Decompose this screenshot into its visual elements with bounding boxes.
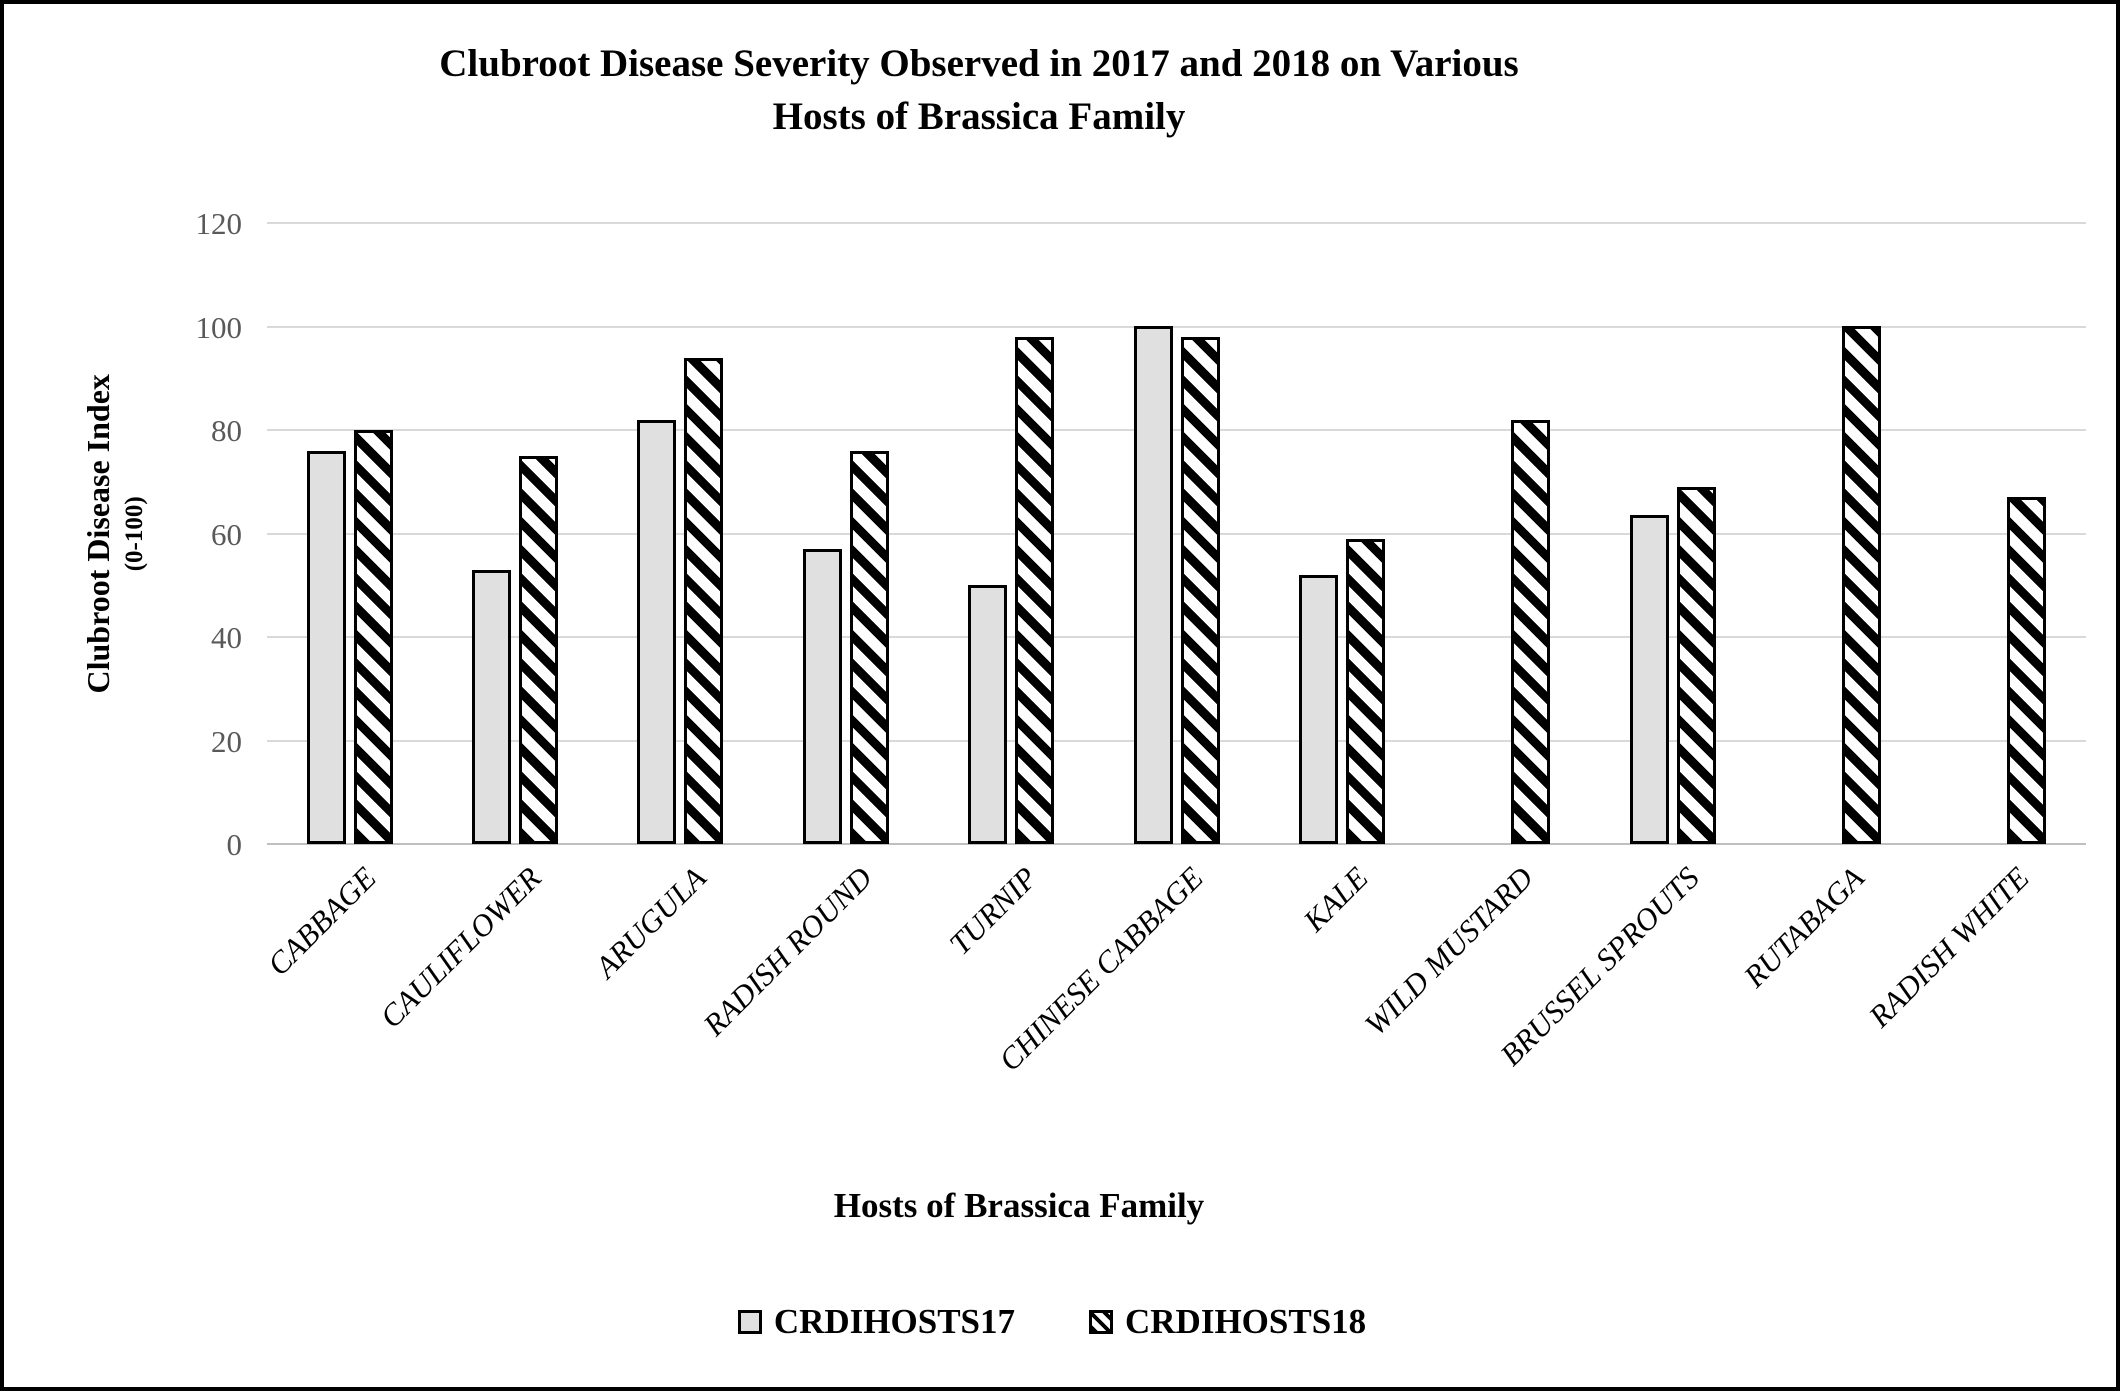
bar-crdihosts17-chinese-cabbage <box>1133 326 1173 844</box>
gridline-60 <box>267 532 2086 535</box>
gridline-40 <box>267 636 2086 638</box>
chart-title: Clubroot Disease Severity Observed in 20… <box>0 38 2039 143</box>
bar-crdihosts18-rutabaga <box>1841 326 1881 844</box>
bar-crdihosts18-radish-white <box>2007 497 2047 844</box>
bar-crdihosts18-brussel-sprouts <box>1676 487 1716 844</box>
gridline-100 <box>267 325 2086 328</box>
legend-item-crdihosts17: CRDIHOSTS17 <box>737 1302 1015 1342</box>
x-category-label-cabbage: CABBAGE <box>260 860 383 983</box>
legend: CRDIHOSTS17 CRDIHOSTS18 <box>0 1302 2112 1342</box>
bar-crdihosts18-chinese-cabbage <box>1180 337 1220 844</box>
y-tick-label-60: 60 <box>211 516 242 552</box>
bar-crdihosts17-turnip <box>968 585 1008 844</box>
chart-title-line2: Hosts of Brassica Family <box>772 94 1186 138</box>
x-category-label-wild-mustard: WILD MUSTARD <box>1357 860 1540 1043</box>
bar-crdihosts17-cauliflower <box>472 570 512 844</box>
x-category-label-cauliflower: CAULIFLOWER <box>373 860 548 1035</box>
x-category-label-turnip: TURNIP <box>942 860 1044 962</box>
bar-crdihosts18-cauliflower <box>519 456 559 844</box>
bar-crdihosts18-wild-mustard <box>1511 420 1551 844</box>
bar-crdihosts18-kale <box>1345 539 1385 844</box>
bar-crdihosts18-radish-round <box>849 451 889 844</box>
gridline-20 <box>267 739 2086 742</box>
legend-item-crdihosts18: CRDIHOSTS18 <box>1089 1302 1366 1342</box>
x-category-label-radish-round: RADISH ROUND <box>696 860 879 1043</box>
y-tick-label-120: 120 <box>195 206 243 241</box>
x-category-label-rutabaga: RUTABAGA <box>1736 860 1871 994</box>
y-tick-label-40: 40 <box>211 620 242 655</box>
bar-crdihosts17-arugula <box>637 420 677 844</box>
gridline-120 <box>267 222 2086 224</box>
bar-crdihosts17-brussel-sprouts <box>1629 515 1669 844</box>
gridline-80 <box>267 429 2086 431</box>
legend-label-crdihosts17: CRDIHOSTS17 <box>773 1302 1015 1341</box>
bar-crdihosts17-kale <box>1298 575 1338 844</box>
legend-label-crdihosts18: CRDIHOSTS18 <box>1125 1302 1367 1341</box>
y-tick-label-0: 0 <box>226 827 243 862</box>
bar-crdihosts18-cabbage <box>353 430 393 844</box>
x-category-label-arugula: ARUGULA <box>588 860 714 985</box>
bar-crdihosts17-cabbage <box>306 451 346 844</box>
y-tick-label-80: 80 <box>211 413 242 448</box>
x-axis-title: Hosts of Brassica Family <box>833 1186 1205 1225</box>
bar-crdihosts18-arugula <box>684 358 724 844</box>
chart-title-line1: Clubroot Disease Severity Observed in 20… <box>439 42 1519 85</box>
legend-swatch-crdihosts17 <box>737 1310 762 1334</box>
x-category-label-radish-white: RADISH WHITE <box>1862 860 2037 1034</box>
y-tick-label-20: 20 <box>211 723 242 759</box>
plot-area <box>267 222 2086 845</box>
x-category-label-kale: KALE <box>1296 860 1375 939</box>
legend-swatch-crdihosts18 <box>1089 1310 1113 1334</box>
bar-crdihosts18-turnip <box>1015 337 1055 844</box>
bar-crdihosts17-radish-round <box>802 549 842 844</box>
x-axis-line <box>267 843 2086 845</box>
y-tick-label-100: 100 <box>195 309 243 345</box>
